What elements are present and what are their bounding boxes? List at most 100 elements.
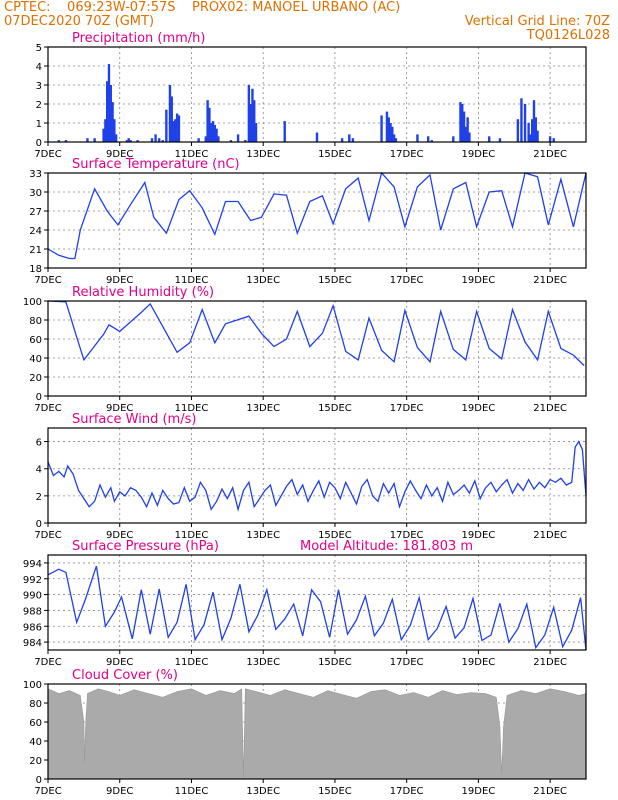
- grid-note-label: Vertical Grid Line: 70Z: [464, 14, 610, 29]
- precip-panel: 0 1 2 3 4 5 7DEC 9DEC 11DEC 13DEC 15DEC 17DEC 19DEC 2…: [34, 31, 587, 160]
- precip-bar: [466, 117, 469, 142]
- station-header: CPTEC: 069:23W-07:57S PROX02: MANOEL URB…: [4, 0, 401, 15]
- precip-bar: [86, 138, 89, 142]
- y-tick-label: 0: [36, 775, 42, 786]
- code-label: TQ0126L028: [526, 28, 610, 43]
- x-tick-label: 7DEC: [34, 275, 61, 286]
- precip-bar: [253, 100, 256, 142]
- precip-bar: [498, 138, 502, 142]
- precip-frame: [47, 46, 587, 143]
- precip-bar: [107, 64, 111, 142]
- x-tick-label: 11DEC: [175, 786, 209, 797]
- precip-bar: [389, 123, 392, 142]
- precip-bar: [111, 102, 114, 142]
- precip-bar: [387, 117, 390, 142]
- precip-bar: [165, 109, 168, 142]
- pres-note: Model Altitude: 181.803 m: [300, 539, 473, 554]
- precip-bar: [211, 121, 215, 142]
- precip-bar: [247, 85, 251, 142]
- x-tick-label: 17DEC: [390, 275, 424, 286]
- y-tick-label: 100: [23, 680, 42, 691]
- precip-bar: [462, 111, 466, 142]
- x-tick-label: 13DEC: [246, 275, 280, 286]
- precip-bar: [217, 136, 220, 142]
- run-time-label: 07DEC2020 70Z (GMT): [4, 14, 155, 29]
- precip-bar: [64, 140, 68, 142]
- precip-bar: [105, 81, 109, 142]
- precip-bar: [197, 138, 200, 142]
- x-tick-label: 19DEC: [462, 786, 496, 797]
- wind-panel: 0 2 4 6 7DEC 9DEC 11DEC 13DEC 15DEC 17DEC 19DEC 21D…: [34, 412, 587, 541]
- y-tick-label: 30: [29, 188, 42, 199]
- precip-bar: [104, 119, 107, 142]
- y-tick-label: 60: [29, 335, 42, 346]
- precip-bar: [174, 119, 177, 142]
- precip-bar: [416, 134, 419, 142]
- precip-bar: [426, 136, 430, 142]
- precip-bar: [113, 119, 116, 142]
- precip-bar: [351, 138, 355, 142]
- precip-bar: [520, 98, 523, 142]
- precip-bar: [552, 138, 555, 142]
- precip-bar: [315, 132, 319, 142]
- precip-bar: [204, 136, 208, 142]
- cloud-title: Cloud Cover (%): [72, 668, 178, 683]
- precip-bar: [430, 140, 433, 142]
- y-tick-label: 40: [29, 354, 42, 365]
- wind-title: Surface Wind (m/s): [72, 412, 196, 427]
- y-tick-label: 4: [36, 62, 42, 73]
- rh-frame: [47, 300, 587, 397]
- x-tick-label: 13DEC: [246, 403, 280, 414]
- precip-bar: [209, 123, 213, 142]
- x-tick-label: 7DEC: [34, 657, 61, 668]
- temp-panel: 18 21 24 27 30 33 7DEC 9DEC 11DEC 13DEC 15DEC 17DEC…: [29, 157, 587, 286]
- y-tick-label: 0: [36, 138, 42, 149]
- y-tick-label: 1: [36, 119, 42, 130]
- x-tick-label: 13DEC: [246, 149, 280, 160]
- precip-bar: [249, 104, 252, 142]
- precip-bar: [385, 111, 389, 142]
- x-tick-label: 11DEC: [175, 403, 209, 414]
- x-tick-label: 21DEC: [533, 786, 567, 797]
- x-tick-label: 11DEC: [175, 275, 209, 286]
- x-tick-label: 9DEC: [106, 149, 133, 160]
- y-tick-label: 100: [23, 297, 42, 308]
- y-tick-label: 27: [29, 207, 42, 218]
- precip-bar: [283, 121, 286, 142]
- x-tick-label: 21DEC: [533, 530, 567, 541]
- wind-frame: [47, 427, 587, 524]
- precip-bar: [531, 119, 534, 142]
- pres-panel: 984 986 988 990 992 994 7DEC 9DEC 11DEC 13DEC 15DE…: [23, 539, 587, 668]
- rh-title: Relative Humidity (%): [72, 285, 214, 300]
- x-tick-label: 21DEC: [533, 403, 567, 414]
- precip-bar: [175, 113, 179, 142]
- precip-bar: [523, 104, 527, 142]
- y-tick-label: 33: [29, 169, 42, 180]
- cloud-frame: [47, 683, 587, 780]
- x-tick-label: 15DEC: [318, 657, 352, 668]
- precip-bar: [136, 140, 139, 142]
- precip-bar: [251, 88, 254, 142]
- pres-title: Surface Pressure (hPa): [72, 539, 219, 554]
- x-tick-label: 11DEC: [175, 530, 209, 541]
- x-tick-label: 11DEC: [175, 657, 209, 668]
- x-tick-label: 13DEC: [246, 786, 280, 797]
- x-tick-label: 19DEC: [462, 403, 496, 414]
- precip-bar: [536, 130, 539, 142]
- y-tick-label: 60: [29, 718, 42, 729]
- x-tick-label: 19DEC: [462, 275, 496, 286]
- y-tick-label: 990: [23, 591, 42, 602]
- y-tick-label: 0: [36, 519, 42, 530]
- y-tick-label: 21: [29, 245, 42, 256]
- temp-series-line: [47, 171, 587, 260]
- precip-bar: [348, 134, 351, 142]
- precip-bar: [208, 107, 211, 142]
- x-tick-label: 7DEC: [34, 786, 61, 797]
- x-tick-label: 15DEC: [318, 530, 352, 541]
- x-tick-label: 17DEC: [390, 657, 424, 668]
- precip-bar: [129, 140, 132, 142]
- y-tick-label: 5: [36, 43, 42, 54]
- y-tick-label: 18: [29, 264, 42, 275]
- precip-bar: [170, 96, 173, 142]
